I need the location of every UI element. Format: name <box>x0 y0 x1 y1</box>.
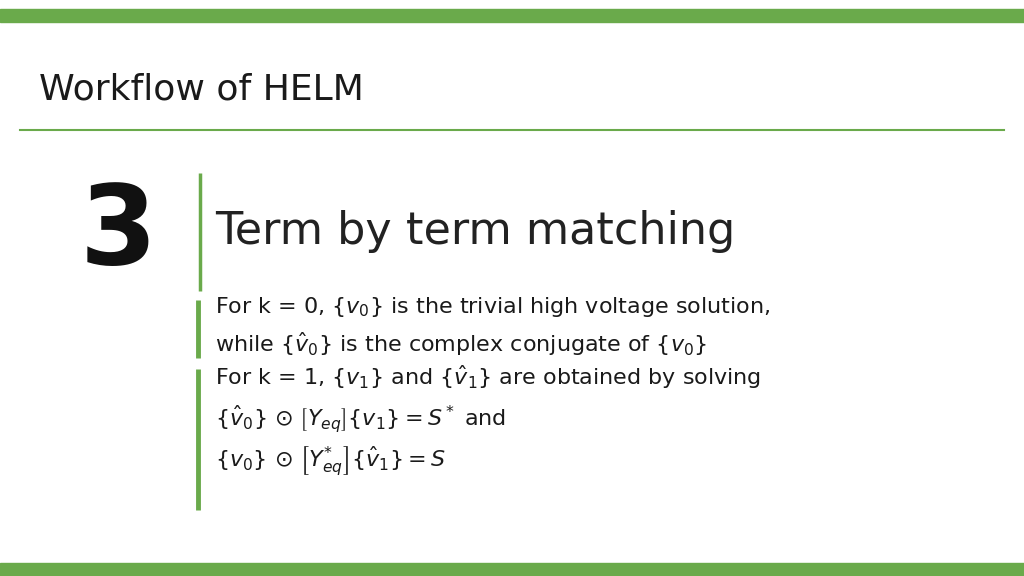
Text: while $\{\hat{v}_0\}$ is the complex conjugate of $\{v_0\}$: while $\{\hat{v}_0\}$ is the complex con… <box>215 330 708 358</box>
Text: Term by term matching: Term by term matching <box>215 210 735 253</box>
Text: 3: 3 <box>79 180 157 287</box>
Bar <box>0 563 1024 576</box>
Bar <box>0 9 1024 22</box>
Text: Workflow of HELM: Workflow of HELM <box>39 72 364 107</box>
Text: For k = 0, $\{v_0\}$ is the trivial high voltage solution,: For k = 0, $\{v_0\}$ is the trivial high… <box>215 295 770 319</box>
Text: $\{v_0\}$ $\odot$ $\left[Y_{eq}^{*}\right]\{\hat{v}_1\} = S$: $\{v_0\}$ $\odot$ $\left[Y_{eq}^{*}\righ… <box>215 444 446 478</box>
Text: $\{\hat{v}_0\}$ $\odot$ $\left[Y_{eq}\right]\{v_1\} = S^*$ and: $\{\hat{v}_0\}$ $\odot$ $\left[Y_{eq}\ri… <box>215 403 506 435</box>
Text: For k = 1, $\{v_1\}$ and $\{\hat{v}_1\}$ are obtained by solving: For k = 1, $\{v_1\}$ and $\{\hat{v}_1\}$… <box>215 363 761 391</box>
